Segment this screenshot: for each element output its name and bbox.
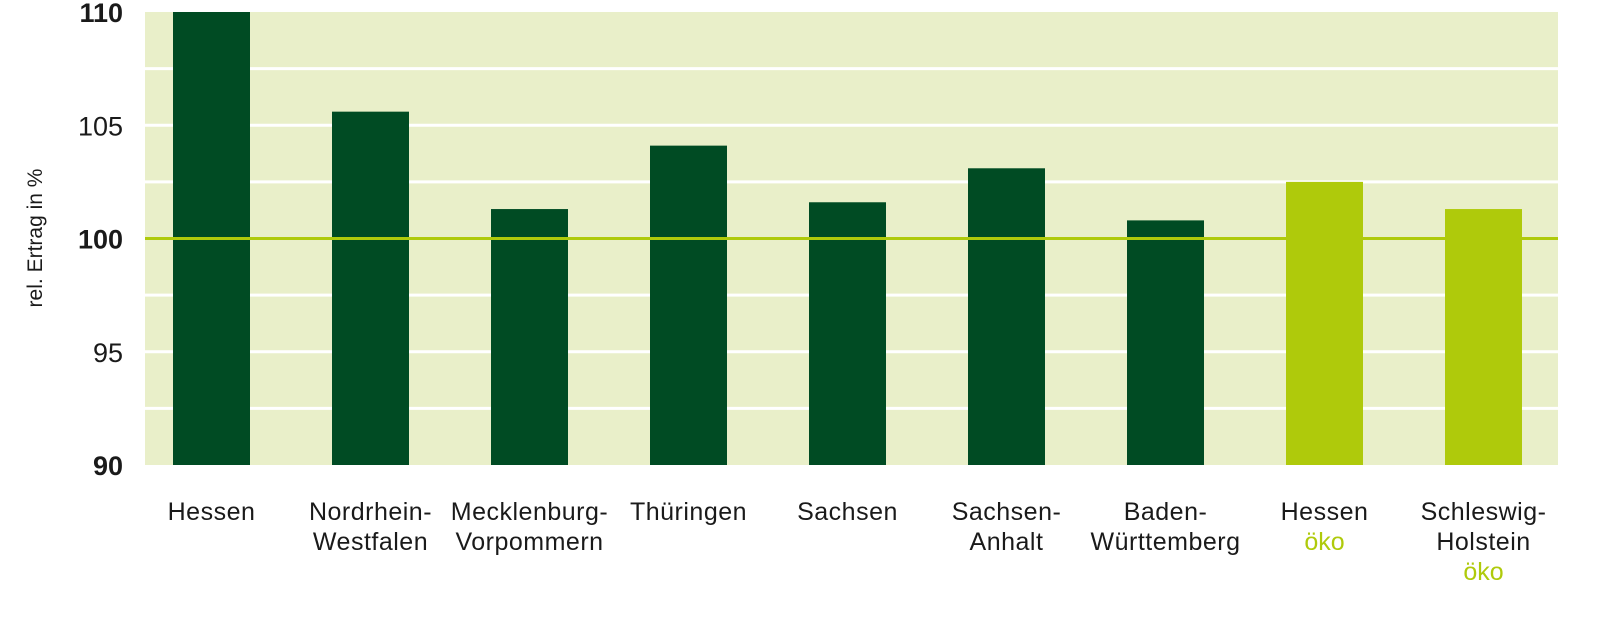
y-tick-label: 100 (78, 225, 123, 255)
y-tick-label: 90 (93, 451, 123, 481)
y-tick-label: 105 (78, 111, 123, 141)
x-tick-label: Mecklenburg- (451, 498, 608, 526)
x-tick-label: Sachsen- (952, 498, 1062, 526)
x-tick-label-organic: öko (1463, 558, 1503, 586)
x-tick-label: Nordrhein- (309, 498, 432, 526)
x-tick-label: Hessen (1281, 498, 1369, 526)
y-tick-label: 110 (79, 0, 123, 28)
bar (809, 202, 886, 465)
x-tick-label: Thüringen (630, 498, 747, 526)
x-tick-label: Holstein (1436, 528, 1530, 556)
x-tick-label: Württemberg (1091, 528, 1241, 556)
bar (1445, 209, 1522, 465)
y-axis-label: rel. Ertrag in % (24, 169, 47, 308)
bar (1127, 220, 1204, 465)
x-tick-label-organic: öko (1304, 528, 1344, 556)
bar (491, 209, 568, 465)
y-tick-label: 95 (93, 338, 123, 368)
bar (332, 111, 409, 465)
x-tick-label: Schleswig- (1421, 498, 1547, 526)
x-tick-label: Anhalt (970, 528, 1044, 556)
x-tick-label: Westfalen (313, 528, 428, 556)
bar (968, 168, 1045, 465)
bar (1286, 181, 1363, 465)
x-tick-label: Baden- (1124, 498, 1208, 526)
bar (650, 145, 727, 465)
x-tick-label: Vorpommern (455, 528, 603, 556)
x-tick-label: Sachsen (797, 498, 898, 526)
x-tick-label: Hessen (168, 498, 256, 526)
